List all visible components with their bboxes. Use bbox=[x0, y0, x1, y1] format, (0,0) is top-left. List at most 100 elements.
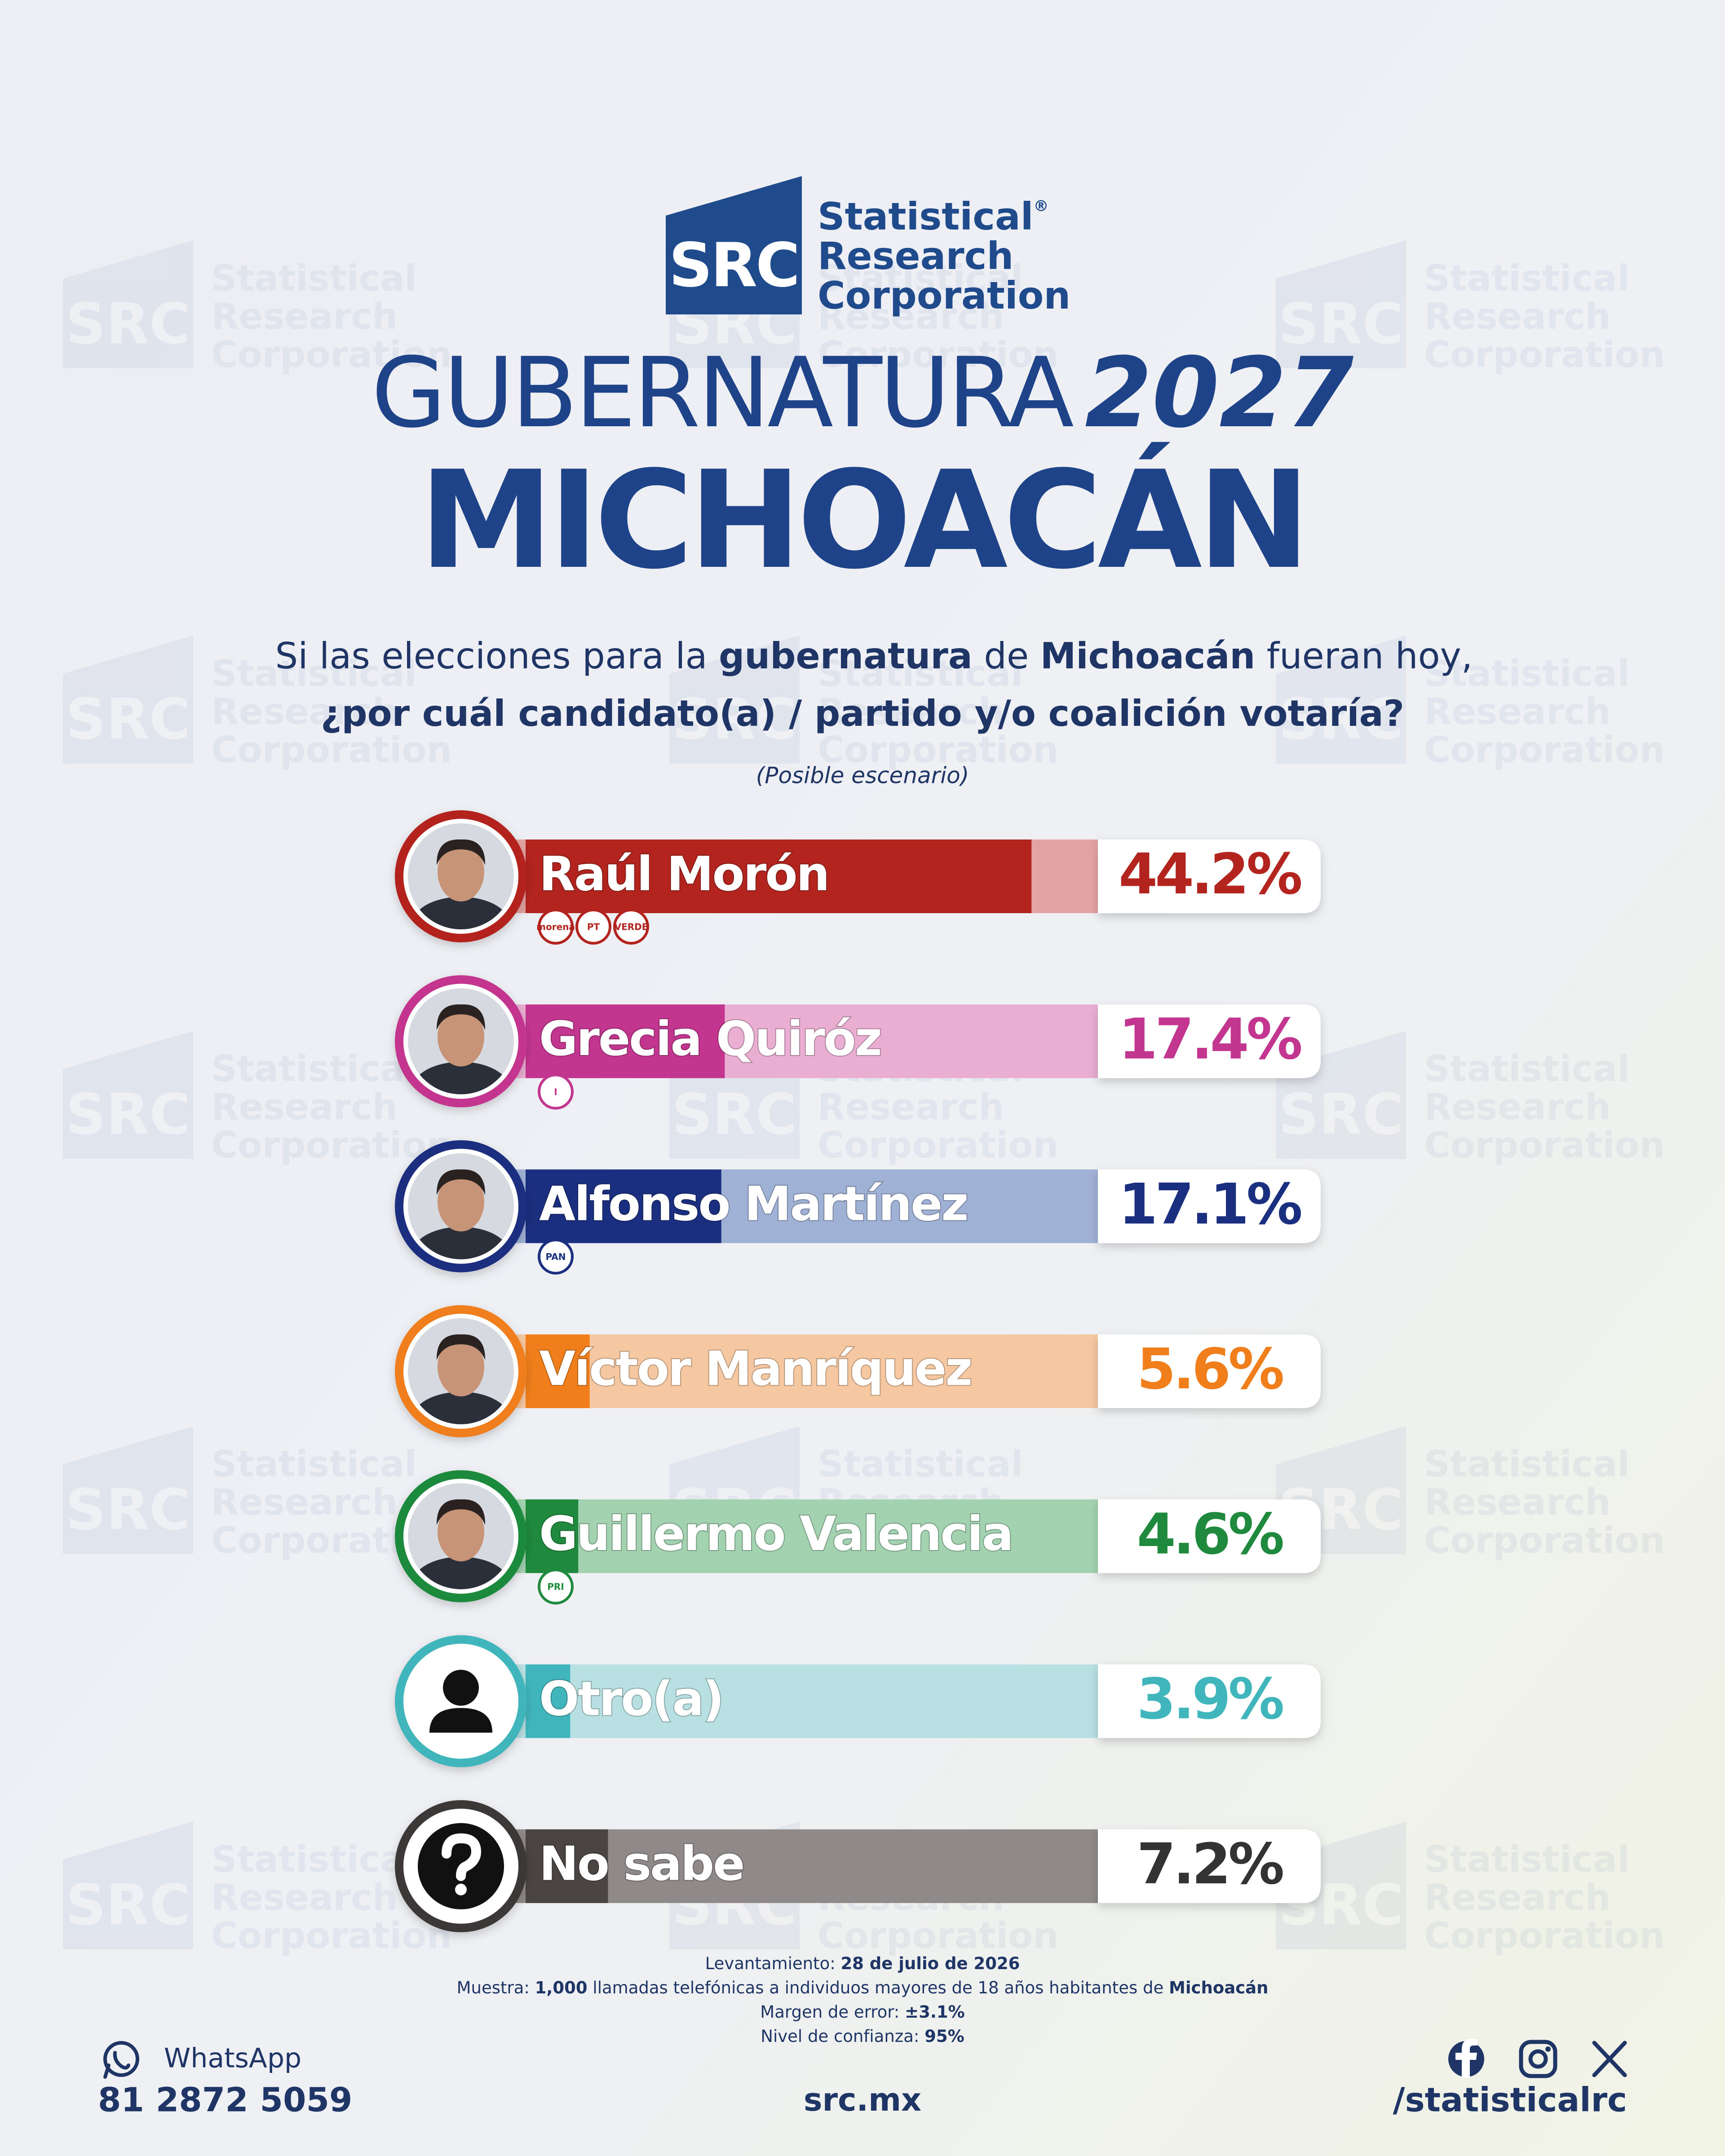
watermark-text: Statistical bbox=[211, 1048, 417, 1090]
candidate-name: Víctor Manríquez bbox=[539, 1342, 971, 1396]
logo: SRC Statistical® Research Corporation bbox=[666, 176, 1070, 318]
watermark-text: Research bbox=[1424, 1877, 1611, 1918]
instagram-icon[interactable] bbox=[1519, 2040, 1557, 2078]
value-box bbox=[1098, 1169, 1321, 1243]
person-body bbox=[429, 1708, 492, 1733]
watermark-mark bbox=[1276, 636, 1406, 764]
logo-line: Statistical® bbox=[818, 194, 1049, 239]
methodology-bold: 28 de julio de 2026 bbox=[840, 1954, 1020, 1973]
value-box bbox=[1098, 1334, 1321, 1408]
watermark-mark bbox=[63, 1031, 193, 1159]
facebook-icon[interactable] bbox=[1448, 2039, 1484, 2078]
logo-line: Research bbox=[818, 234, 1013, 278]
watermark-text: Corporation bbox=[1424, 334, 1665, 376]
state: MICHOACÁN bbox=[419, 441, 1306, 599]
bar-row: 7.2% No sabe bbox=[395, 1800, 1321, 1932]
watermark-text: Statistical bbox=[211, 653, 417, 694]
party-label: I bbox=[554, 1087, 557, 1097]
watermark-text: Research bbox=[1424, 691, 1611, 733]
logo-src: SRC bbox=[669, 230, 798, 300]
watermark-src: SRC bbox=[66, 687, 190, 752]
methodology-text: Levantamiento: bbox=[705, 1954, 841, 1973]
party-badge bbox=[575, 909, 611, 945]
title: GUBERNATURA 2027 bbox=[372, 336, 1354, 449]
watermark-src: SRC bbox=[1278, 687, 1403, 752]
methodology-bold: Michoacán bbox=[1169, 1978, 1268, 1997]
bar-row: 44.2% Raúl Morón morena PT VERDE bbox=[395, 810, 1321, 945]
question-line2: ¿por cuál candidato(a) / partido y/o coa… bbox=[321, 693, 1404, 734]
methodology-line: Levantamiento: 28 de julio de 2026 bbox=[705, 1954, 1020, 1973]
watermark-src: SRC bbox=[1278, 1082, 1403, 1147]
avatar-face bbox=[438, 1172, 484, 1232]
question-mark bbox=[442, 1833, 482, 1881]
value-box bbox=[1098, 1829, 1321, 1903]
value-label: 5.6% bbox=[1137, 1337, 1283, 1402]
phone: 81 2872 5059 bbox=[98, 2081, 352, 2120]
value-box bbox=[1098, 1499, 1321, 1573]
party-badge bbox=[538, 1568, 574, 1605]
watermark-text: Statistical bbox=[818, 653, 1023, 694]
watermark-text: Corporation bbox=[211, 729, 452, 771]
bar-row: 3.9% Otro(a) bbox=[395, 1635, 1321, 1767]
candidate-name: No sabe bbox=[539, 1837, 743, 1891]
logo-mark bbox=[666, 176, 802, 314]
website[interactable]: src.mx bbox=[804, 2081, 921, 2118]
watermark-mark bbox=[1276, 240, 1406, 368]
watermark-text: Research bbox=[211, 296, 398, 337]
watermark-text: Research bbox=[1424, 296, 1611, 337]
methodology-text: Margen de error: bbox=[760, 2002, 905, 2022]
bar bbox=[526, 1004, 725, 1078]
party-badge bbox=[538, 909, 574, 945]
x-icon[interactable] bbox=[1592, 2041, 1627, 2077]
avatar-face bbox=[438, 1502, 484, 1562]
watermark-text: Research bbox=[211, 1481, 398, 1523]
watermark-text: Statistical bbox=[818, 1443, 1023, 1485]
avatar-hair bbox=[436, 839, 486, 865]
question-text: Si las elecciones para la bbox=[275, 635, 719, 677]
methodology-bold: 1,000 bbox=[535, 1978, 588, 1997]
watermark-text: Statistical bbox=[211, 1838, 417, 1880]
avatar bbox=[408, 823, 514, 929]
logo-line: Corporation bbox=[818, 274, 1070, 318]
bar-track bbox=[490, 1334, 1098, 1408]
avatar bbox=[408, 1153, 514, 1259]
question-dot bbox=[455, 1883, 467, 1895]
question: Si las elecciones para la gubernatura de… bbox=[218, 635, 1507, 677]
candidate-name: Grecia Quiróz bbox=[539, 1012, 881, 1066]
methodology-bold: 95% bbox=[924, 2027, 964, 2046]
watermark-text: Corporation bbox=[1424, 1520, 1665, 1561]
question-bold: Michoacán bbox=[1040, 635, 1256, 677]
watermark-text: Statistical bbox=[1424, 257, 1630, 299]
methodology: Levantamiento: 28 de julio de 2026 Muestr… bbox=[457, 1954, 1269, 2046]
watermark-text: Statistical bbox=[818, 257, 1023, 299]
watermark-text: Corporation bbox=[818, 1124, 1058, 1166]
whatsapp-icon bbox=[103, 2041, 139, 2079]
bar bbox=[526, 1334, 590, 1408]
avatar-hair bbox=[436, 1004, 486, 1030]
question-bold: gubernatura bbox=[719, 635, 973, 677]
candidate-name: Otro(a) bbox=[539, 1671, 723, 1726]
avatar bbox=[408, 1813, 514, 1919]
watermark-mark bbox=[63, 1821, 193, 1949]
value-box bbox=[1098, 839, 1321, 913]
watermark-text: Corporation bbox=[818, 729, 1058, 771]
handle[interactable]: /statisticalrc bbox=[1393, 2081, 1627, 2120]
bar bbox=[526, 1169, 721, 1243]
avatar-hair bbox=[436, 1334, 486, 1360]
watermark-mark bbox=[63, 1426, 193, 1554]
candidate-name: Alfonso Martínez bbox=[539, 1176, 967, 1231]
scenario: (Posible escenario) bbox=[756, 763, 969, 789]
watermark-text: Statistical bbox=[211, 257, 417, 299]
watermark-text: Research bbox=[211, 691, 398, 733]
title-year: 2027 bbox=[1085, 336, 1354, 449]
person-head bbox=[443, 1670, 479, 1706]
watermark-text: Statistical bbox=[1424, 1838, 1630, 1880]
party-badge bbox=[538, 1238, 574, 1275]
watermark-text: Research bbox=[818, 296, 1004, 337]
question-text: de bbox=[973, 635, 1040, 677]
